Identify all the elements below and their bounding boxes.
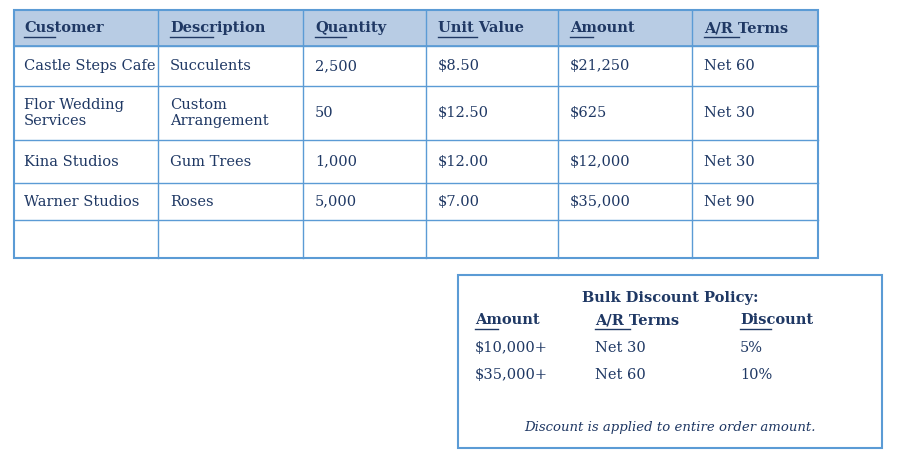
Text: Net 60: Net 60 xyxy=(595,368,646,382)
Text: Gum Trees: Gum Trees xyxy=(170,155,251,168)
Text: Kina Studios: Kina Studios xyxy=(24,155,119,168)
Bar xyxy=(14,10,818,258)
Text: Quantity: Quantity xyxy=(315,21,386,35)
Text: Arrangement: Arrangement xyxy=(170,114,268,128)
Text: $35,000: $35,000 xyxy=(570,195,631,208)
Text: $10,000+: $10,000+ xyxy=(475,341,548,355)
Text: Net 30: Net 30 xyxy=(704,106,755,120)
Text: $12.50: $12.50 xyxy=(438,106,489,120)
Text: $35,000+: $35,000+ xyxy=(475,368,548,382)
Text: Customer: Customer xyxy=(24,21,104,35)
Text: Net 30: Net 30 xyxy=(595,341,646,355)
Text: $7.00: $7.00 xyxy=(438,195,480,208)
Text: Succulents: Succulents xyxy=(170,59,252,73)
Text: Amount: Amount xyxy=(475,313,540,327)
Text: Castle Steps Cafe: Castle Steps Cafe xyxy=(24,59,156,73)
Text: $625: $625 xyxy=(570,106,608,120)
Text: A/R Terms: A/R Terms xyxy=(704,21,788,35)
Text: $21,250: $21,250 xyxy=(570,59,630,73)
Text: $12,000: $12,000 xyxy=(570,155,631,168)
Text: Net 90: Net 90 xyxy=(704,195,754,208)
Text: 50: 50 xyxy=(315,106,334,120)
Text: 10%: 10% xyxy=(740,368,772,382)
Text: $8.50: $8.50 xyxy=(438,59,480,73)
Text: Custom: Custom xyxy=(170,98,227,112)
Text: Net 30: Net 30 xyxy=(704,155,755,168)
Text: Discount is applied to entire order amount.: Discount is applied to entire order amou… xyxy=(524,421,815,435)
Text: 5%: 5% xyxy=(740,341,763,355)
Text: Description: Description xyxy=(170,21,266,35)
Text: Discount: Discount xyxy=(740,313,813,327)
Text: Roses: Roses xyxy=(170,195,213,208)
Text: A/R Terms: A/R Terms xyxy=(595,313,680,327)
Text: Unit Value: Unit Value xyxy=(438,21,524,35)
Text: Amount: Amount xyxy=(570,21,634,35)
Text: Net 60: Net 60 xyxy=(704,59,755,73)
Bar xyxy=(458,275,882,448)
Text: Services: Services xyxy=(24,114,87,128)
Text: Warner Studios: Warner Studios xyxy=(24,195,140,208)
Bar xyxy=(14,10,818,46)
Text: 1,000: 1,000 xyxy=(315,155,357,168)
Text: Flor Wedding: Flor Wedding xyxy=(24,98,124,112)
Text: 5,000: 5,000 xyxy=(315,195,357,208)
Text: $12.00: $12.00 xyxy=(438,155,489,168)
Text: Bulk Discount Policy:: Bulk Discount Policy: xyxy=(581,291,758,305)
Text: 2,500: 2,500 xyxy=(315,59,357,73)
